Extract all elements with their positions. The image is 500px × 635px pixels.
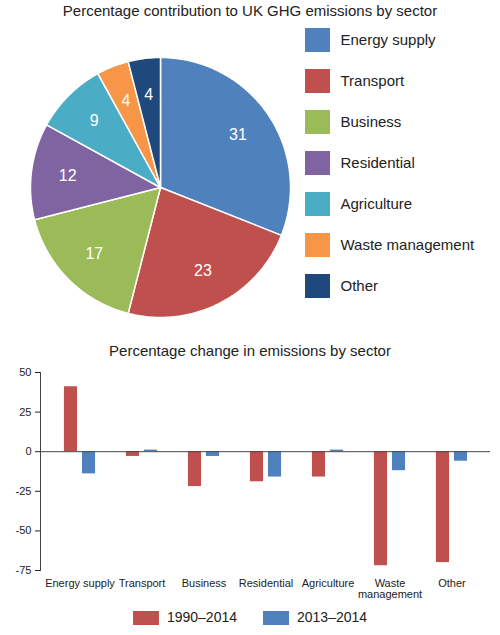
svg-text:25: 25 [19,406,31,418]
svg-text:Other: Other [341,277,379,294]
svg-text:Transport: Transport [119,577,166,589]
html-text:2013–2014: 2013–2014 [297,608,368,625]
svg-text:Business: Business [341,113,402,130]
svg-text:-50: -50 [16,524,32,536]
svg-text:Agriculture: Agriculture [302,577,355,589]
svg-text:Business: Business [182,577,227,589]
svg-text:Energy supply: Energy supply [45,577,115,589]
svg-text:0: 0 [25,445,31,457]
svg-text:Energy supply: Energy supply [341,31,437,48]
svg-text:9: 9 [90,112,99,129]
svg-text:-75: -75 [16,564,32,576]
svg-text:31: 31 [229,126,247,143]
svg-text:Residential: Residential [239,577,293,589]
svg-text:4: 4 [122,92,131,109]
html-text:1990–2014: 1990–2014 [166,608,237,625]
svg-text:-25: -25 [16,485,32,497]
svg-text:Residential: Residential [341,154,415,171]
svg-text:Transport: Transport [341,72,405,89]
html-text:Percentage contribution to UK: Percentage contribution to UK GHG emissi… [62,2,438,19]
svg-text:Wastemanagement: Wastemanagement [358,577,422,600]
svg-text:Other: Other [438,577,466,589]
svg-text:4: 4 [144,86,153,103]
svg-text:Waste management: Waste management [341,236,476,253]
svg-text:17: 17 [85,245,103,262]
svg-text:12: 12 [59,167,77,184]
svg-text:Agriculture: Agriculture [341,195,413,212]
svg-text:23: 23 [194,262,212,279]
svg-text:50: 50 [19,366,31,378]
html-text:Percentage change in emissions: Percentage change in emissions by sector [109,342,391,359]
